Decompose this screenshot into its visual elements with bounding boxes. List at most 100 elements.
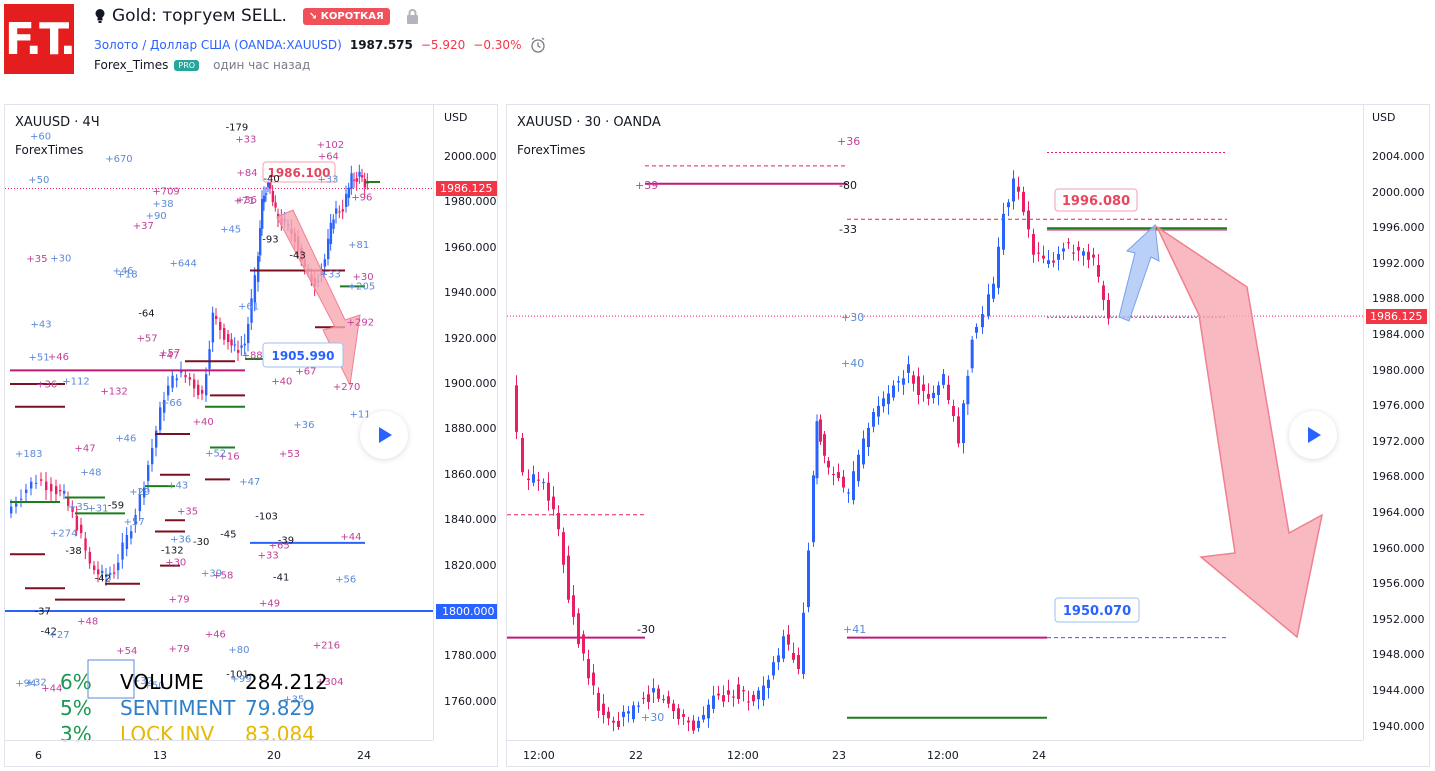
- right-time-tick: 22: [629, 749, 643, 762]
- candle-body: [981, 314, 984, 328]
- right-last-price-label: 1986.125: [1366, 309, 1427, 325]
- right-currency-label: USD: [1372, 111, 1396, 124]
- trade-annotation: +304: [316, 677, 343, 688]
- candle-body: [1087, 251, 1090, 260]
- candle-body: [134, 514, 137, 525]
- candle-body: [672, 703, 675, 712]
- left-chart-panel[interactable]: 1986.100 1905.990 +43 +38 +53 +205 -132 +46 +33 +…: [4, 104, 498, 767]
- symbol-name-link[interactable]: Золото / Доллар США (OANDA:XAUUSD): [94, 38, 342, 52]
- candle-body: [747, 701, 750, 703]
- sell-arrow-shape: [276, 209, 361, 387]
- candle-body: [819, 419, 822, 442]
- candle-body: [1067, 242, 1070, 244]
- candle-body: [927, 393, 930, 399]
- candle-body: [627, 711, 630, 714]
- trade-annotation: +35: [177, 506, 198, 517]
- trade-annotation: +48: [80, 468, 101, 479]
- candle-body: [737, 684, 740, 700]
- candle-body: [353, 179, 356, 181]
- trade-annotation: +205: [348, 281, 375, 292]
- trade-annotation: +36: [837, 135, 860, 148]
- left-time-axis[interactable]: 6 13 20 24: [5, 740, 433, 766]
- candle-body: [1102, 285, 1105, 300]
- symbol-change: −5.920: [420, 38, 466, 52]
- candle-body: [247, 323, 250, 344]
- candle-body: [662, 699, 665, 701]
- trade-annotation: -101: [226, 670, 249, 681]
- candle-body: [1077, 246, 1080, 251]
- trade-annotation: +30: [352, 272, 373, 283]
- right-play-button[interactable]: [1289, 411, 1337, 459]
- trade-annotation: +31: [87, 504, 108, 515]
- trade-annotation: +644: [169, 259, 196, 270]
- candle-body: [171, 375, 174, 388]
- candle-body: [101, 570, 104, 574]
- candle-body: [632, 705, 635, 720]
- candle-body: [622, 711, 625, 718]
- trade-annotation: +52: [205, 449, 226, 460]
- author-name[interactable]: Forex_Times: [94, 58, 169, 72]
- candle-body: [752, 694, 755, 702]
- candle-body: [1072, 252, 1075, 254]
- trade-annotation: -43: [289, 251, 305, 262]
- stat-percent: 5%: [60, 696, 92, 720]
- callout-text: 1986.100: [267, 166, 330, 180]
- candle-body: [867, 427, 870, 448]
- trade-annotation: +40: [271, 377, 292, 388]
- right-price-tick: 1948.000: [1372, 648, 1425, 662]
- candle-body: [1052, 260, 1055, 263]
- candle-body: [1047, 260, 1050, 265]
- candle-body: [917, 376, 920, 396]
- trade-annotation: +183: [15, 449, 42, 460]
- stat-name: SENTIMENT: [120, 696, 236, 720]
- symbol-change-pct: −0.30%: [473, 38, 522, 52]
- right-price-axis[interactable]: USD 2004.000 2000.000 1996.000 1992.000 1988…: [1363, 105, 1429, 740]
- trade-annotation: +43: [167, 481, 188, 492]
- candle-body: [271, 191, 275, 203]
- candle-body: [647, 694, 650, 702]
- candle-body: [1057, 254, 1060, 260]
- candle-body: [1027, 210, 1030, 230]
- left-chart-canvas[interactable]: 1986.1001905.990+43+38+53+205-132+46+33+…: [5, 105, 433, 742]
- left-play-button[interactable]: [360, 411, 408, 459]
- trade-annotation: +80: [228, 645, 249, 656]
- left-price-tick: 1960.000: [444, 240, 497, 254]
- trade-annotation: +46: [115, 433, 136, 444]
- trade-annotation: +94: [15, 679, 36, 690]
- callout-text: 1996.080: [1062, 194, 1130, 209]
- idea-title: Gold: торгуем SELL. ↘ КОРОТКАЯ: [94, 6, 419, 26]
- left-chart-title: XAUUSD · 4Ч: [15, 115, 100, 130]
- alarm-clock-icon[interactable]: [529, 36, 547, 54]
- candle-body: [602, 703, 605, 715]
- trade-annotation: +29: [129, 487, 150, 498]
- candle-body: [652, 688, 655, 693]
- candle-body: [932, 392, 935, 399]
- trade-annotation: +65: [269, 540, 290, 551]
- candle-body: [597, 692, 600, 711]
- candle-body: [10, 506, 13, 514]
- candle-body: [323, 259, 327, 267]
- candle-body: [970, 339, 974, 369]
- candle-body: [797, 655, 800, 670]
- trade-annotation: -38: [65, 546, 81, 557]
- author-logo[interactable]: F.T.: [4, 4, 76, 74]
- right-time-axis[interactable]: 12:00 22 12:00 23 12:00 24: [507, 740, 1363, 766]
- left-price-axis[interactable]: USD 2000.000 1980.000 1960.000 1940.000 1920…: [433, 105, 497, 740]
- candle-body: [667, 696, 670, 704]
- callout-text: 1905.990: [271, 349, 334, 363]
- callout-low-price: 1950.070: [1054, 597, 1140, 623]
- candle-body: [109, 573, 112, 575]
- direction-badge: ↘ КОРОТКАЯ: [302, 7, 390, 25]
- candle-body: [757, 690, 760, 700]
- callout-box: [1054, 188, 1138, 212]
- trade-annotation: -80: [839, 179, 857, 192]
- candle-body: [997, 246, 1000, 288]
- trade-annotation: +99: [231, 674, 252, 685]
- trade-annotation: +30: [841, 311, 864, 324]
- candle-body: [952, 406, 955, 417]
- candle-body: [159, 407, 162, 431]
- right-chart-panel[interactable]: 1996.080 1950.070 +36 +39 -80 -33 +30 +40 -30 +41…: [506, 104, 1430, 767]
- right-chart-canvas[interactable]: 1996.080 1950.070 +36 +39 -80 -33 +30 +40 -30 +41…: [507, 105, 1363, 742]
- trade-annotation: +35: [283, 695, 304, 706]
- trade-annotation: +56: [335, 574, 356, 585]
